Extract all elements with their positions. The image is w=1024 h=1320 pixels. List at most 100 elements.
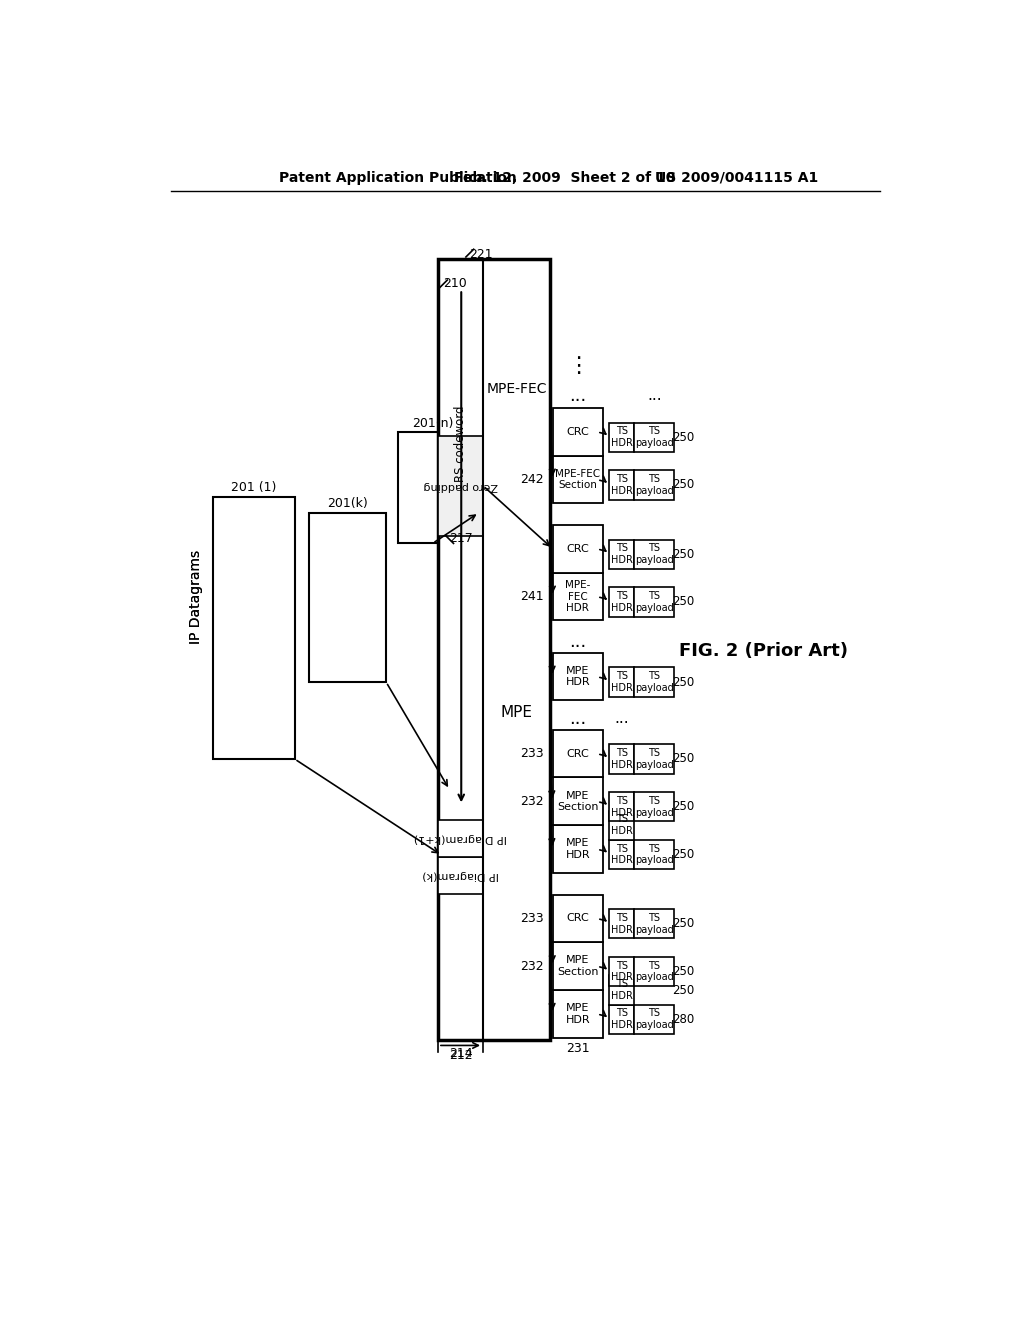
Bar: [634, 957, 675, 986]
Text: IP Diagram(k+1): IP Diagram(k+1): [414, 833, 507, 843]
Bar: [609, 1005, 634, 1034]
Bar: [397, 432, 467, 544]
Text: 232: 232: [520, 795, 544, 808]
Bar: [438, 436, 483, 536]
Text: ...: ...: [569, 387, 587, 404]
Text: TS
HDR: TS HDR: [610, 913, 633, 935]
Text: 233: 233: [520, 747, 544, 760]
Bar: [553, 990, 603, 1038]
Text: IP Datagrams: IP Datagrams: [189, 550, 203, 644]
Text: ...: ...: [614, 711, 629, 726]
Text: 241: 241: [520, 590, 544, 603]
Bar: [553, 825, 603, 873]
Bar: [634, 1005, 675, 1034]
Text: TS
payload: TS payload: [635, 591, 674, 612]
Bar: [609, 840, 634, 869]
Text: MPE: MPE: [501, 705, 532, 721]
Bar: [634, 422, 675, 451]
Text: MPE
Section: MPE Section: [557, 791, 599, 812]
Bar: [634, 540, 675, 569]
Text: 250: 250: [673, 676, 695, 689]
Text: 250: 250: [673, 430, 695, 444]
Text: 242: 242: [520, 473, 544, 486]
Bar: [438, 857, 483, 894]
Text: TS
HDR: TS HDR: [610, 474, 633, 496]
Text: CRC: CRC: [566, 544, 589, 554]
Bar: [609, 540, 634, 569]
Text: 250: 250: [673, 548, 695, 561]
Bar: [553, 408, 603, 455]
Text: 250: 250: [673, 847, 695, 861]
Text: TS
HDR: TS HDR: [610, 591, 633, 612]
Bar: [634, 587, 675, 616]
Text: 217: 217: [449, 532, 473, 545]
Text: 232: 232: [520, 960, 544, 973]
Bar: [308, 512, 386, 682]
Text: TS
HDR: TS HDR: [610, 843, 633, 866]
Bar: [634, 840, 675, 869]
Text: 250: 250: [673, 917, 695, 931]
Text: IP Datagrams: IP Datagrams: [189, 550, 203, 644]
Bar: [553, 455, 603, 503]
Text: TS
payload: TS payload: [635, 426, 674, 447]
Text: TS
payload: TS payload: [635, 1008, 674, 1030]
Bar: [609, 957, 634, 986]
Text: TS
HDR: TS HDR: [610, 748, 633, 770]
Text: CRC: CRC: [566, 748, 589, 759]
Text: 250: 250: [673, 478, 695, 491]
Text: 250: 250: [673, 965, 695, 978]
Bar: [438, 259, 550, 1040]
Bar: [553, 942, 603, 990]
Text: RS codeword: RS codeword: [454, 405, 467, 482]
Bar: [634, 744, 675, 774]
Bar: [553, 573, 603, 620]
Text: MPE-FEC
Section: MPE-FEC Section: [555, 469, 600, 490]
Text: FIG. 2 (Prior Art): FIG. 2 (Prior Art): [679, 643, 848, 660]
Text: 201(k): 201(k): [327, 496, 368, 510]
Text: TS
payload: TS payload: [635, 748, 674, 770]
Text: US 2009/0041115 A1: US 2009/0041115 A1: [655, 170, 818, 185]
Text: TS
payload: TS payload: [635, 843, 674, 866]
Text: 201(n): 201(n): [412, 417, 454, 430]
Text: 250: 250: [673, 983, 695, 997]
Bar: [553, 777, 603, 825]
Bar: [609, 470, 634, 499]
Text: MPE-FEC: MPE-FEC: [486, 383, 547, 396]
Text: 250: 250: [673, 752, 695, 766]
Text: 201 (1): 201 (1): [230, 482, 276, 495]
Text: Zero padding: Zero padding: [423, 480, 498, 491]
Text: MPE-
FEC
HDR: MPE- FEC HDR: [565, 579, 591, 612]
Bar: [634, 909, 675, 939]
Bar: [609, 587, 634, 616]
Text: CRC: CRC: [566, 913, 589, 924]
Text: ...: ...: [647, 388, 662, 403]
Text: CRC: CRC: [566, 426, 589, 437]
Text: TS
payload: TS payload: [635, 544, 674, 565]
Text: IP Diagram(k): IP Diagram(k): [422, 870, 499, 880]
Text: TS
HDR: TS HDR: [610, 671, 633, 693]
Text: 214: 214: [450, 1047, 473, 1060]
Text: 280: 280: [673, 1012, 695, 1026]
Bar: [553, 525, 603, 573]
Bar: [553, 895, 603, 942]
Bar: [609, 792, 634, 821]
Bar: [609, 810, 634, 840]
Text: TS
HDR: TS HDR: [610, 544, 633, 565]
Text: 221: 221: [469, 248, 493, 261]
Text: TS
HDR: TS HDR: [610, 814, 633, 836]
Bar: [609, 909, 634, 939]
Text: TS
payload: TS payload: [635, 913, 674, 935]
Bar: [609, 975, 634, 1005]
Text: TS
HDR: TS HDR: [610, 979, 633, 1001]
Text: TS
HDR: TS HDR: [610, 961, 633, 982]
Text: TS
HDR: TS HDR: [610, 1008, 633, 1030]
Text: 210: 210: [442, 277, 466, 289]
Bar: [609, 744, 634, 774]
Text: 250: 250: [673, 800, 695, 813]
Bar: [634, 792, 675, 821]
Bar: [609, 668, 634, 697]
Text: 231: 231: [566, 1041, 590, 1055]
Bar: [438, 820, 483, 857]
Text: Patent Application Publication: Patent Application Publication: [280, 170, 517, 185]
Text: TS
payload: TS payload: [635, 474, 674, 496]
